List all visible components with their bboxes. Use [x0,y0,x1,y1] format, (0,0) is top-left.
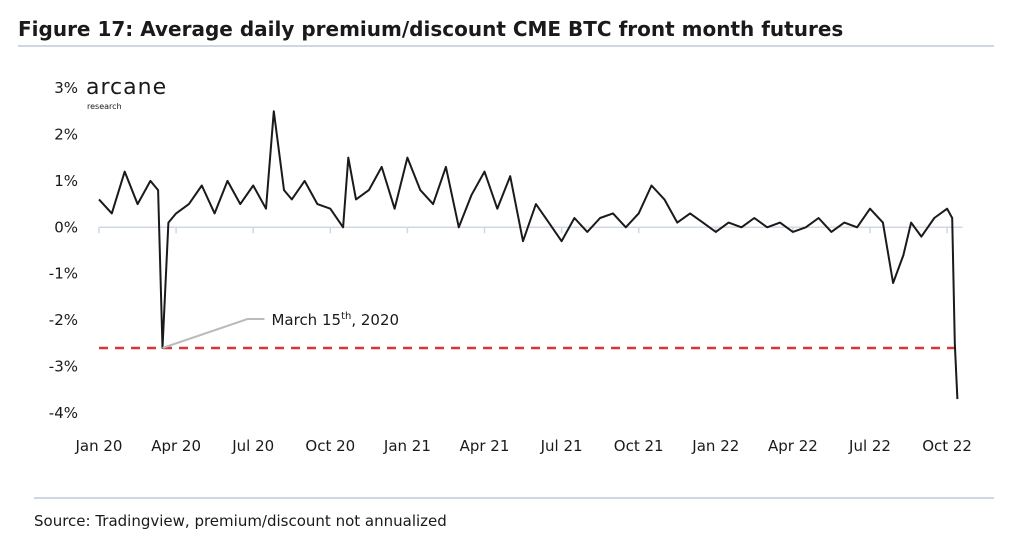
y-tick-label: -1% [49,265,78,283]
x-tick-label: Jan 20 [75,437,123,455]
x-tick-label: Oct 21 [614,437,664,455]
x-tick-label: Apr 20 [151,437,201,455]
annotation-leader [162,318,265,349]
y-tick-label: 2% [54,125,78,143]
line-series [98,110,959,400]
x-tick-label: Oct 20 [305,437,355,455]
x-tick-label: Jul 20 [231,437,274,455]
annotation-tail: , 2020 [351,311,399,329]
y-tick-label: -2% [49,311,78,329]
source: Source: Tradingview, premium/discount no… [34,512,447,530]
y-tick-label: -4% [49,404,78,422]
x-tick-label: Apr 22 [768,437,818,455]
chart-title: Figure 17: Average daily premium/discoun… [18,17,843,41]
y-tick-label: 0% [54,218,78,236]
annotation-text: March 15 [271,311,341,329]
annotation: March 15th, 2020 [271,311,399,329]
x-tick-label: Jul 22 [848,437,891,455]
x-tick-label: Apr 21 [460,437,510,455]
y-tick-label: 3% [54,79,78,97]
x-tick-label: Jan 22 [691,437,739,455]
y-tick-label: 1% [54,172,78,190]
y-tick-label: -3% [49,358,78,376]
x-tick-label: Oct 22 [922,437,972,455]
logo: arcane [86,75,167,100]
x-tick-label: Jul 21 [540,437,583,455]
annotation-sup: th [341,311,351,322]
logo-sub: research [87,102,122,111]
x-tick-label: Jan 21 [383,437,431,455]
